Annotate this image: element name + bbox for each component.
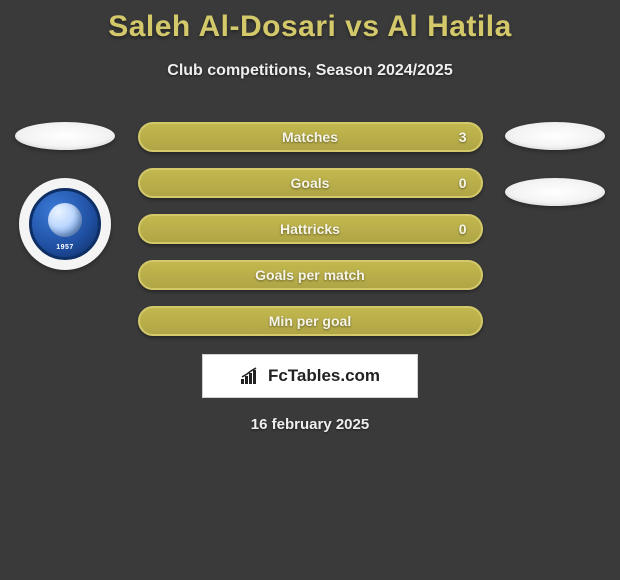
subtitle: Club competitions, Season 2024/2025 bbox=[0, 62, 620, 80]
stat-value-right: 3 bbox=[459, 129, 467, 145]
alhilal-crest-icon bbox=[29, 188, 101, 260]
stat-row-matches: Matches 3 bbox=[138, 122, 483, 152]
bar-chart-icon bbox=[240, 367, 262, 385]
left-player-column bbox=[10, 122, 120, 270]
comparison-area: Matches 3 Goals 0 Hattricks 0 Goals per … bbox=[0, 122, 620, 433]
right-player-column bbox=[500, 122, 610, 206]
stat-value-right: 0 bbox=[459, 175, 467, 191]
stat-value-right: 0 bbox=[459, 221, 467, 237]
stat-label: Hattricks bbox=[280, 221, 340, 237]
stat-row-goals-per-match: Goals per match bbox=[138, 260, 483, 290]
date-line: 16 february 2025 bbox=[0, 416, 620, 433]
right-club-placeholder bbox=[505, 178, 605, 206]
stat-row-min-per-goal: Min per goal bbox=[138, 306, 483, 336]
stat-label: Matches bbox=[282, 129, 338, 145]
brand-watermark: FcTables.com bbox=[202, 354, 418, 398]
page-title: Saleh Al-Dosari vs Al Hatila bbox=[0, 0, 620, 44]
stat-label: Goals per match bbox=[255, 267, 365, 283]
left-player-avatar bbox=[15, 122, 115, 150]
stat-label: Min per goal bbox=[269, 313, 351, 329]
stats-table: Matches 3 Goals 0 Hattricks 0 Goals per … bbox=[138, 122, 483, 336]
right-player-avatar bbox=[505, 122, 605, 150]
brand-text: FcTables.com bbox=[268, 366, 380, 386]
left-club-badge bbox=[19, 178, 111, 270]
stat-label: Goals bbox=[291, 175, 330, 191]
stat-row-hattricks: Hattricks 0 bbox=[138, 214, 483, 244]
stat-row-goals: Goals 0 bbox=[138, 168, 483, 198]
